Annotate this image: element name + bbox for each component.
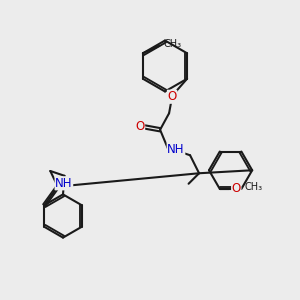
Text: O: O [167, 90, 177, 103]
Text: CH₃: CH₃ [163, 39, 181, 49]
Text: NH: NH [167, 143, 185, 156]
Text: CH₃: CH₃ [244, 182, 262, 193]
Text: O: O [232, 182, 241, 196]
Text: NH: NH [55, 177, 73, 190]
Text: O: O [135, 120, 145, 133]
